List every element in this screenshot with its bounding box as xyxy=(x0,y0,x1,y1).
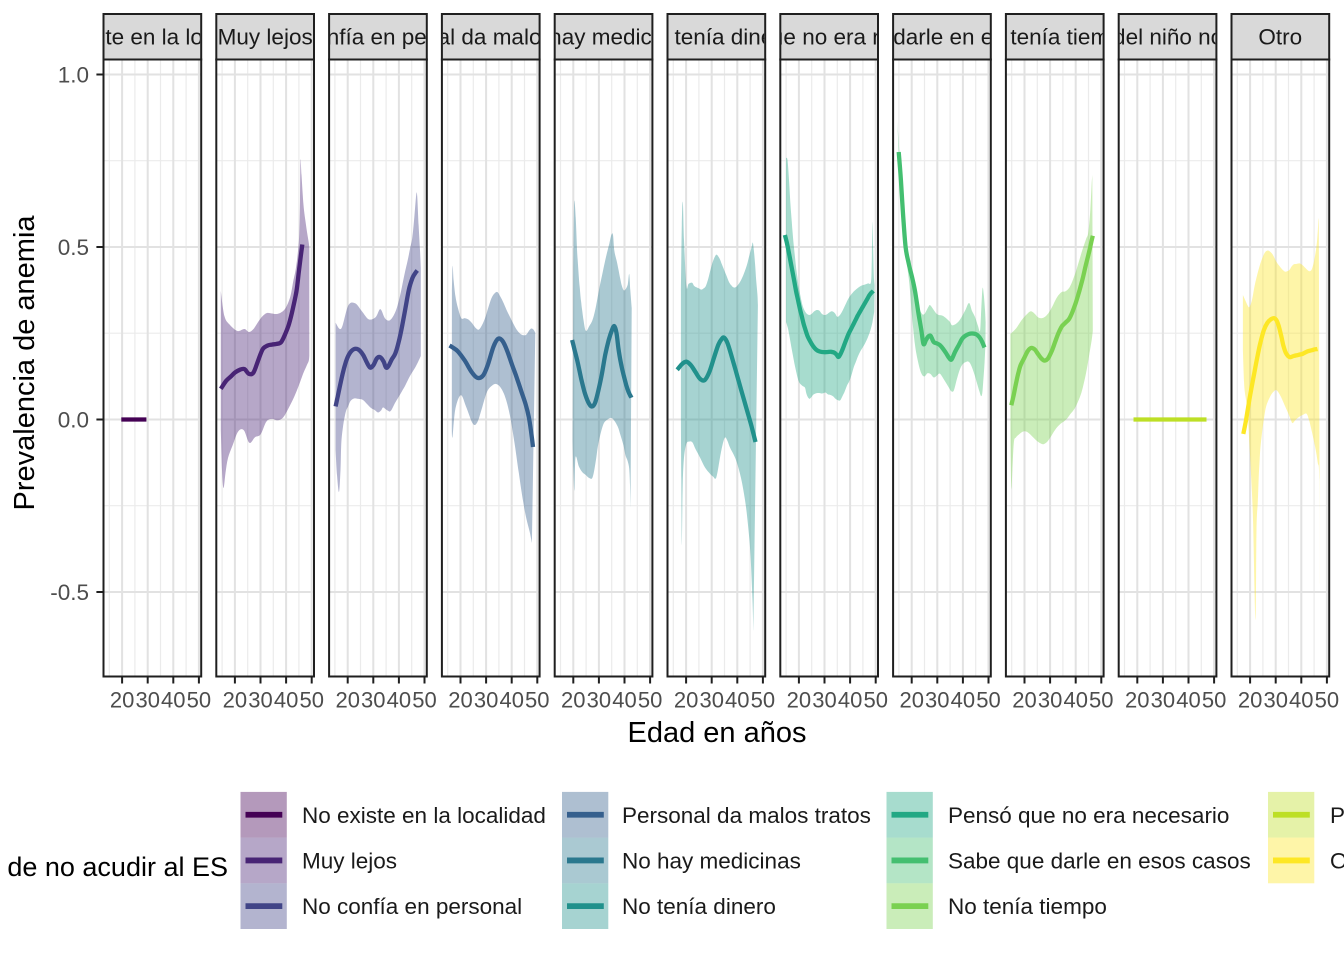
svg-text:20: 20 xyxy=(335,688,359,713)
svg-text:50: 50 xyxy=(751,688,775,713)
svg-text:Personal da malos tratos: Personal da malos tratos xyxy=(366,25,615,50)
svg-text:20: 20 xyxy=(899,688,923,713)
svg-text:20: 20 xyxy=(787,688,811,713)
svg-text:50: 50 xyxy=(1089,688,1113,713)
svg-text:30: 30 xyxy=(135,688,159,713)
svg-text:50: 50 xyxy=(525,688,549,713)
svg-text:No tenía dinero: No tenía dinero xyxy=(639,25,793,50)
svg-text:20: 20 xyxy=(1238,688,1262,713)
svg-text:1.0: 1.0 xyxy=(58,63,89,88)
svg-text:50: 50 xyxy=(299,688,323,713)
svg-text:20: 20 xyxy=(674,688,698,713)
svg-text:No tenía dinero: No tenía dinero xyxy=(622,894,776,919)
svg-text:20: 20 xyxy=(1012,688,1036,713)
svg-text:Otro: Otro xyxy=(1330,848,1344,873)
svg-text:No hay medicinas: No hay medicinas xyxy=(514,25,693,50)
svg-text:20: 20 xyxy=(1125,688,1149,713)
svg-text:50: 50 xyxy=(976,688,1000,713)
svg-text:50: 50 xyxy=(1315,688,1339,713)
svg-text:0.0: 0.0 xyxy=(58,408,89,433)
svg-text:40: 40 xyxy=(499,688,523,713)
svg-text:Problema del niño no era grave: Problema del niño no era grave xyxy=(1011,25,1325,50)
svg-text:30: 30 xyxy=(925,688,949,713)
svg-text:40: 40 xyxy=(951,688,975,713)
svg-text:30: 30 xyxy=(248,688,272,713)
svg-text:50: 50 xyxy=(1202,688,1226,713)
svg-text:30: 30 xyxy=(587,688,611,713)
svg-text:50: 50 xyxy=(412,688,436,713)
svg-text:Sabe que darle en esos casos: Sabe que darle en esos casos xyxy=(948,848,1251,873)
svg-text:40: 40 xyxy=(387,688,411,713)
svg-text:Razón de no acudir al ES: Razón de no acudir al ES xyxy=(0,852,228,882)
svg-text:0.5: 0.5 xyxy=(58,235,89,260)
svg-text:Personal da malos tratos: Personal da malos tratos xyxy=(622,803,871,828)
svg-text:40: 40 xyxy=(161,688,185,713)
svg-text:30: 30 xyxy=(474,688,498,713)
svg-text:40: 40 xyxy=(274,688,298,713)
svg-text:40: 40 xyxy=(1063,688,1087,713)
svg-text:30: 30 xyxy=(1263,688,1287,713)
svg-text:-0.5: -0.5 xyxy=(50,580,89,605)
svg-text:40: 40 xyxy=(1289,688,1313,713)
svg-text:No tenía tiempo: No tenía tiempo xyxy=(975,25,1134,50)
svg-text:Muy lejos: Muy lejos xyxy=(218,25,313,50)
svg-text:No confía en personal: No confía en personal xyxy=(302,894,522,919)
svg-text:Problema del niño no era grave: Problema del niño no era grave xyxy=(1330,803,1344,828)
svg-text:40: 40 xyxy=(725,688,749,713)
svg-text:No existe en la localidad: No existe en la localidad xyxy=(30,25,274,50)
svg-text:Otro: Otro xyxy=(1258,25,1302,50)
svg-text:50: 50 xyxy=(187,688,211,713)
svg-text:Edad en años: Edad en años xyxy=(628,717,807,749)
svg-text:Pensó que no era necesario: Pensó que no era necesario xyxy=(948,803,1229,828)
svg-text:Pensó que no era necesario: Pensó que no era necesario xyxy=(688,25,969,50)
svg-text:20: 20 xyxy=(223,688,247,713)
svg-text:Muy lejos: Muy lejos xyxy=(302,848,397,873)
svg-text:20: 20 xyxy=(110,688,134,713)
svg-text:30: 30 xyxy=(1151,688,1175,713)
svg-text:Sabe que darle en esos casos: Sabe que darle en esos casos xyxy=(791,25,1094,50)
svg-text:30: 30 xyxy=(812,688,836,713)
svg-text:No existe en la localidad: No existe en la localidad xyxy=(302,803,546,828)
svg-text:30: 30 xyxy=(361,688,385,713)
svg-text:Prevalencia de anemia: Prevalencia de anemia xyxy=(9,215,41,511)
svg-text:20: 20 xyxy=(448,688,472,713)
svg-text:No confía en personal: No confía en personal xyxy=(268,25,488,50)
svg-text:30: 30 xyxy=(699,688,723,713)
svg-text:50: 50 xyxy=(863,688,887,713)
svg-text:20: 20 xyxy=(561,688,585,713)
svg-text:40: 40 xyxy=(838,688,862,713)
svg-text:40: 40 xyxy=(612,688,636,713)
svg-text:30: 30 xyxy=(1038,688,1062,713)
svg-text:No hay medicinas: No hay medicinas xyxy=(622,848,801,873)
svg-text:40: 40 xyxy=(1176,688,1200,713)
svg-text:No tenía tiempo: No tenía tiempo xyxy=(948,894,1107,919)
svg-text:50: 50 xyxy=(638,688,662,713)
